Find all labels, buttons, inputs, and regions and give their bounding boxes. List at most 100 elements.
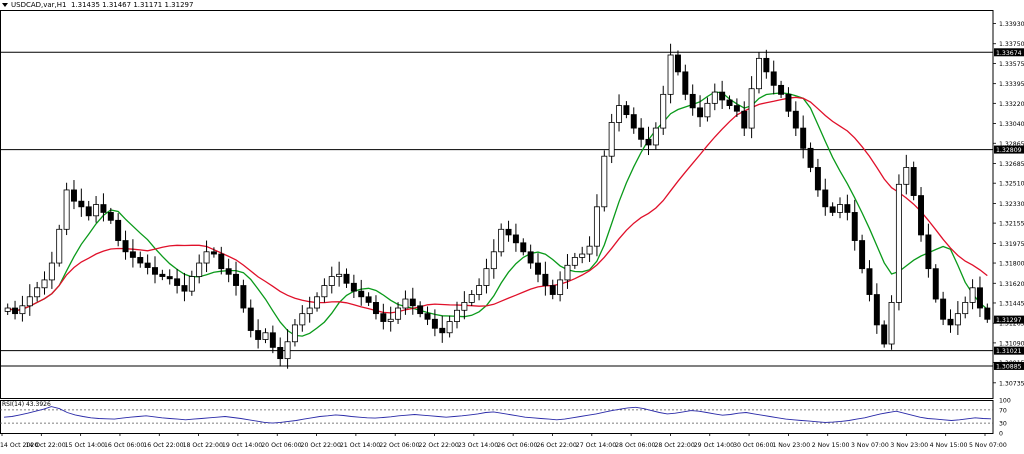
- price-label: 1.30885: [996, 363, 1022, 370]
- candle-body: [63, 189, 70, 230]
- ohlc-values: 1.31435 1.31467 1.31171 1.31297: [70, 1, 194, 9]
- candle-body: [527, 251, 534, 264]
- candle-body: [358, 290, 365, 298]
- candle-body: [247, 307, 254, 331]
- candle-body: [483, 268, 490, 286]
- candle-body: [137, 257, 144, 264]
- candle-body: [395, 307, 402, 320]
- candle-body: [623, 105, 630, 115]
- price-tick-label: 1.33930: [999, 21, 1024, 28]
- candle-body: [380, 313, 387, 322]
- candle-body: [159, 273, 166, 277]
- candle-body: [328, 276, 335, 286]
- candle-body: [107, 212, 114, 221]
- dropdown-arrow-icon[interactable]: [2, 3, 8, 7]
- candle-body: [888, 302, 895, 345]
- candle-body: [895, 183, 902, 303]
- rsi-tick-label: 70: [999, 407, 1007, 414]
- time-tick-label: 26 Oct 06:00: [497, 442, 537, 449]
- fast-moving-average-line: [7, 91, 988, 337]
- candle-body: [859, 240, 866, 270]
- candle-body: [4, 307, 11, 312]
- candle-body: [976, 287, 983, 309]
- candle-body: [630, 114, 637, 129]
- price-tick-label: 1.33040: [999, 121, 1024, 128]
- candle-body: [822, 189, 829, 208]
- candle-body: [277, 346, 284, 360]
- rsi-line: [3, 406, 992, 424]
- time-tick-label: 26 Oct 22:00: [536, 442, 576, 449]
- price-label-box: [994, 361, 1024, 370]
- candle-body: [490, 251, 497, 270]
- time-tick-label: 16 Oct 22:00: [143, 442, 183, 449]
- candle-body: [733, 105, 740, 112]
- candle-body: [520, 242, 527, 253]
- candle-body: [372, 302, 379, 315]
- candle-body: [402, 298, 409, 309]
- moving-averages: [7, 91, 988, 337]
- candle-body: [837, 204, 843, 213]
- candle-body: [417, 305, 424, 315]
- price-label-box: [994, 48, 1024, 57]
- candle-body: [12, 307, 19, 315]
- candle-body: [240, 285, 247, 309]
- price-label: 1.33674: [996, 50, 1022, 57]
- time-tick-label: 20 Oct 06:00: [261, 442, 301, 449]
- candle-body: [748, 88, 755, 129]
- price-label-box: [994, 145, 1024, 154]
- candle-body: [741, 110, 748, 129]
- candle-body: [807, 147, 814, 168]
- chart-title-bar[interactable]: USDCAD,var,H1 1.31435 1.31467 1.31171 1.…: [2, 1, 193, 9]
- candle-body: [446, 321, 453, 334]
- candle-body: [844, 204, 851, 213]
- time-tick-label: 15 Oct 14:00: [65, 442, 105, 449]
- candle-body: [770, 71, 777, 86]
- time-tick-label: 28 Oct 06:00: [615, 442, 655, 449]
- candle-body: [925, 234, 932, 270]
- candle-body: [431, 318, 438, 329]
- price-tick-label: 1.32685: [999, 161, 1024, 168]
- candle-body: [667, 54, 674, 95]
- time-tick-label: 28 Oct 22:00: [654, 442, 694, 449]
- time-tick-label: 4 Nov 15:00: [930, 442, 968, 449]
- candle-body: [851, 212, 858, 241]
- candle-body: [306, 307, 313, 315]
- candle-body: [778, 84, 785, 95]
- candle-body: [903, 167, 910, 185]
- candle-body: [586, 245, 593, 255]
- candle-body: [129, 251, 136, 258]
- price-panel-border: [0, 10, 994, 399]
- time-tick-label: 27 Oct 14:00: [576, 442, 616, 449]
- candle-body: [100, 204, 107, 213]
- candle-body: [682, 71, 689, 95]
- time-tick-label: 16 Oct 06:00: [104, 442, 144, 449]
- candle-body: [321, 285, 328, 298]
- candle-body: [498, 228, 505, 253]
- candle-body: [719, 91, 726, 101]
- candle-body: [571, 257, 578, 266]
- time-tick-label: 19 Oct 14:00: [222, 442, 262, 449]
- candle-body: [785, 93, 792, 112]
- time-tick-label: 3 Nov 07:00: [851, 442, 889, 449]
- candle-body: [85, 206, 92, 217]
- candle-body: [387, 318, 394, 322]
- rsi-title: RSI(14) 43.3926: [2, 401, 51, 408]
- candle-body: [932, 268, 939, 300]
- time-tick-label: 30 Oct 06:00: [733, 442, 773, 449]
- candle-body: [468, 294, 475, 303]
- candle-body: [115, 219, 122, 241]
- time-tick-label: 5 Nov 07:00: [969, 442, 1007, 449]
- price-tick-label: 1.31445: [999, 300, 1024, 307]
- candle-body: [262, 332, 269, 340]
- candle-body: [645, 138, 652, 146]
- time-tick-label: 22 Oct 06:00: [379, 442, 419, 449]
- symbol-label: USDCAD,var,H1: [11, 1, 67, 9]
- price-tick-label: 1.30735: [999, 380, 1024, 387]
- candle-body: [181, 285, 188, 292]
- time-tick-label: 23 Oct 14:00: [458, 442, 498, 449]
- rsi-tick-label: 100: [999, 398, 1011, 405]
- candle-body: [674, 54, 681, 73]
- candle-body: [122, 240, 129, 253]
- time-tick-label: 2 Nov 15:00: [812, 442, 850, 449]
